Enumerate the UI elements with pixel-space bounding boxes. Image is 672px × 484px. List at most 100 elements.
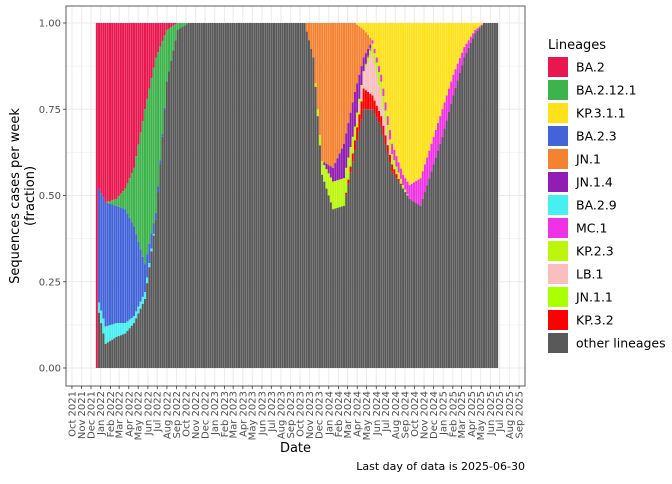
bar-segment xyxy=(111,339,114,368)
bar-segment xyxy=(130,317,133,326)
legend-label: MC.1 xyxy=(576,221,607,236)
bar-segment xyxy=(364,32,367,54)
bar-segment xyxy=(426,23,429,158)
bar-segment xyxy=(408,198,411,368)
bar-segment xyxy=(240,23,243,368)
bar-segment xyxy=(178,23,181,29)
bar-segment xyxy=(437,150,440,368)
bar-segment xyxy=(463,23,466,48)
bar-segment xyxy=(447,23,450,89)
bar-segment xyxy=(397,172,400,179)
bar-segment xyxy=(432,164,435,368)
bar-segment xyxy=(430,143,433,172)
bar-segment xyxy=(216,23,219,368)
bar-segment xyxy=(347,172,350,180)
bar-segment xyxy=(430,23,433,144)
x-tick-label: Dec 2024 xyxy=(429,391,440,439)
legend-swatch xyxy=(548,310,568,330)
bar-segment xyxy=(137,241,140,307)
bar-segment xyxy=(117,323,120,337)
bar-segment xyxy=(380,74,383,82)
bar-segment xyxy=(143,292,146,299)
bar-segment xyxy=(384,144,387,368)
bar-segment xyxy=(384,123,387,136)
bar-segment xyxy=(200,23,203,368)
bar-segment xyxy=(371,23,374,41)
bar-segment xyxy=(375,105,378,118)
bar-segment xyxy=(139,249,142,302)
bar-segment xyxy=(454,69,457,88)
bar-segment xyxy=(122,334,125,368)
x-axis-title: Date xyxy=(280,441,311,456)
bar-segment xyxy=(336,205,339,208)
bar-segment xyxy=(487,23,490,368)
bar-segment xyxy=(485,23,488,368)
bar-segment xyxy=(360,101,363,120)
bar-segment xyxy=(362,29,365,58)
bar-segment xyxy=(472,33,475,39)
bar-segment xyxy=(187,23,190,368)
bar-segment xyxy=(461,52,464,66)
bar-segment xyxy=(478,26,481,29)
bar-segment xyxy=(126,330,129,368)
bar-segment xyxy=(325,23,328,164)
y-tick-label: 0.50 xyxy=(39,191,61,202)
bar-segment xyxy=(332,181,335,210)
bar-segment xyxy=(399,183,402,186)
bar-segment xyxy=(115,198,118,206)
bar-segment xyxy=(360,119,363,368)
bar-segment xyxy=(314,23,317,84)
bar-segment xyxy=(426,185,429,368)
bar-segment xyxy=(332,209,335,368)
x-tick-label: Sep 2022 xyxy=(172,391,183,438)
bar-segment xyxy=(135,23,138,157)
bar-segment xyxy=(375,23,378,58)
x-tick-label: Mar 2024 xyxy=(343,391,354,439)
bar-segment xyxy=(122,23,125,192)
bar-segment xyxy=(113,199,116,206)
bar-segment xyxy=(410,183,413,201)
bar-segment xyxy=(412,201,415,368)
bar-segment xyxy=(493,23,496,368)
bar-segment xyxy=(95,23,98,368)
bar-segment xyxy=(349,172,352,368)
bar-segment xyxy=(135,318,138,368)
bar-segment xyxy=(472,23,475,34)
legend-label: LB.1 xyxy=(576,267,603,282)
bar-segment xyxy=(360,23,363,29)
bar-segment xyxy=(137,306,140,314)
bar-segment xyxy=(373,48,376,54)
bar-segment xyxy=(283,23,286,368)
bar-segment xyxy=(192,23,195,368)
bar-segment xyxy=(307,23,311,41)
legend-swatch xyxy=(548,241,568,261)
bar-segment xyxy=(135,311,138,319)
bar-segment xyxy=(205,23,208,368)
bar-segment xyxy=(439,143,442,368)
bar-segment xyxy=(360,28,363,67)
bar-segment xyxy=(395,166,398,175)
bar-segment xyxy=(336,180,339,206)
bar-segment xyxy=(323,181,326,368)
x-tick-label: Oct 2024 xyxy=(410,391,421,437)
bar-segment xyxy=(170,60,173,368)
bar-segment xyxy=(456,23,459,64)
bar-segment xyxy=(373,100,376,114)
bar-segment xyxy=(102,333,105,368)
bar-segment xyxy=(165,81,168,369)
bar-segment xyxy=(126,321,129,331)
bar-segment xyxy=(358,129,361,368)
bar-segment xyxy=(150,251,153,368)
bar-segment xyxy=(170,23,173,28)
bar-segment xyxy=(141,256,144,297)
x-tick-label: Nov 2024 xyxy=(420,391,431,439)
bar-segment xyxy=(141,120,144,257)
x-tick-label: Mar 2023 xyxy=(229,391,240,439)
bar-segment xyxy=(369,58,372,94)
bar-segment xyxy=(154,219,157,368)
bar-segment xyxy=(139,23,142,133)
x-tick-label: May 2024 xyxy=(362,391,373,440)
bar-segment xyxy=(141,303,144,368)
bar-segment xyxy=(316,23,319,110)
